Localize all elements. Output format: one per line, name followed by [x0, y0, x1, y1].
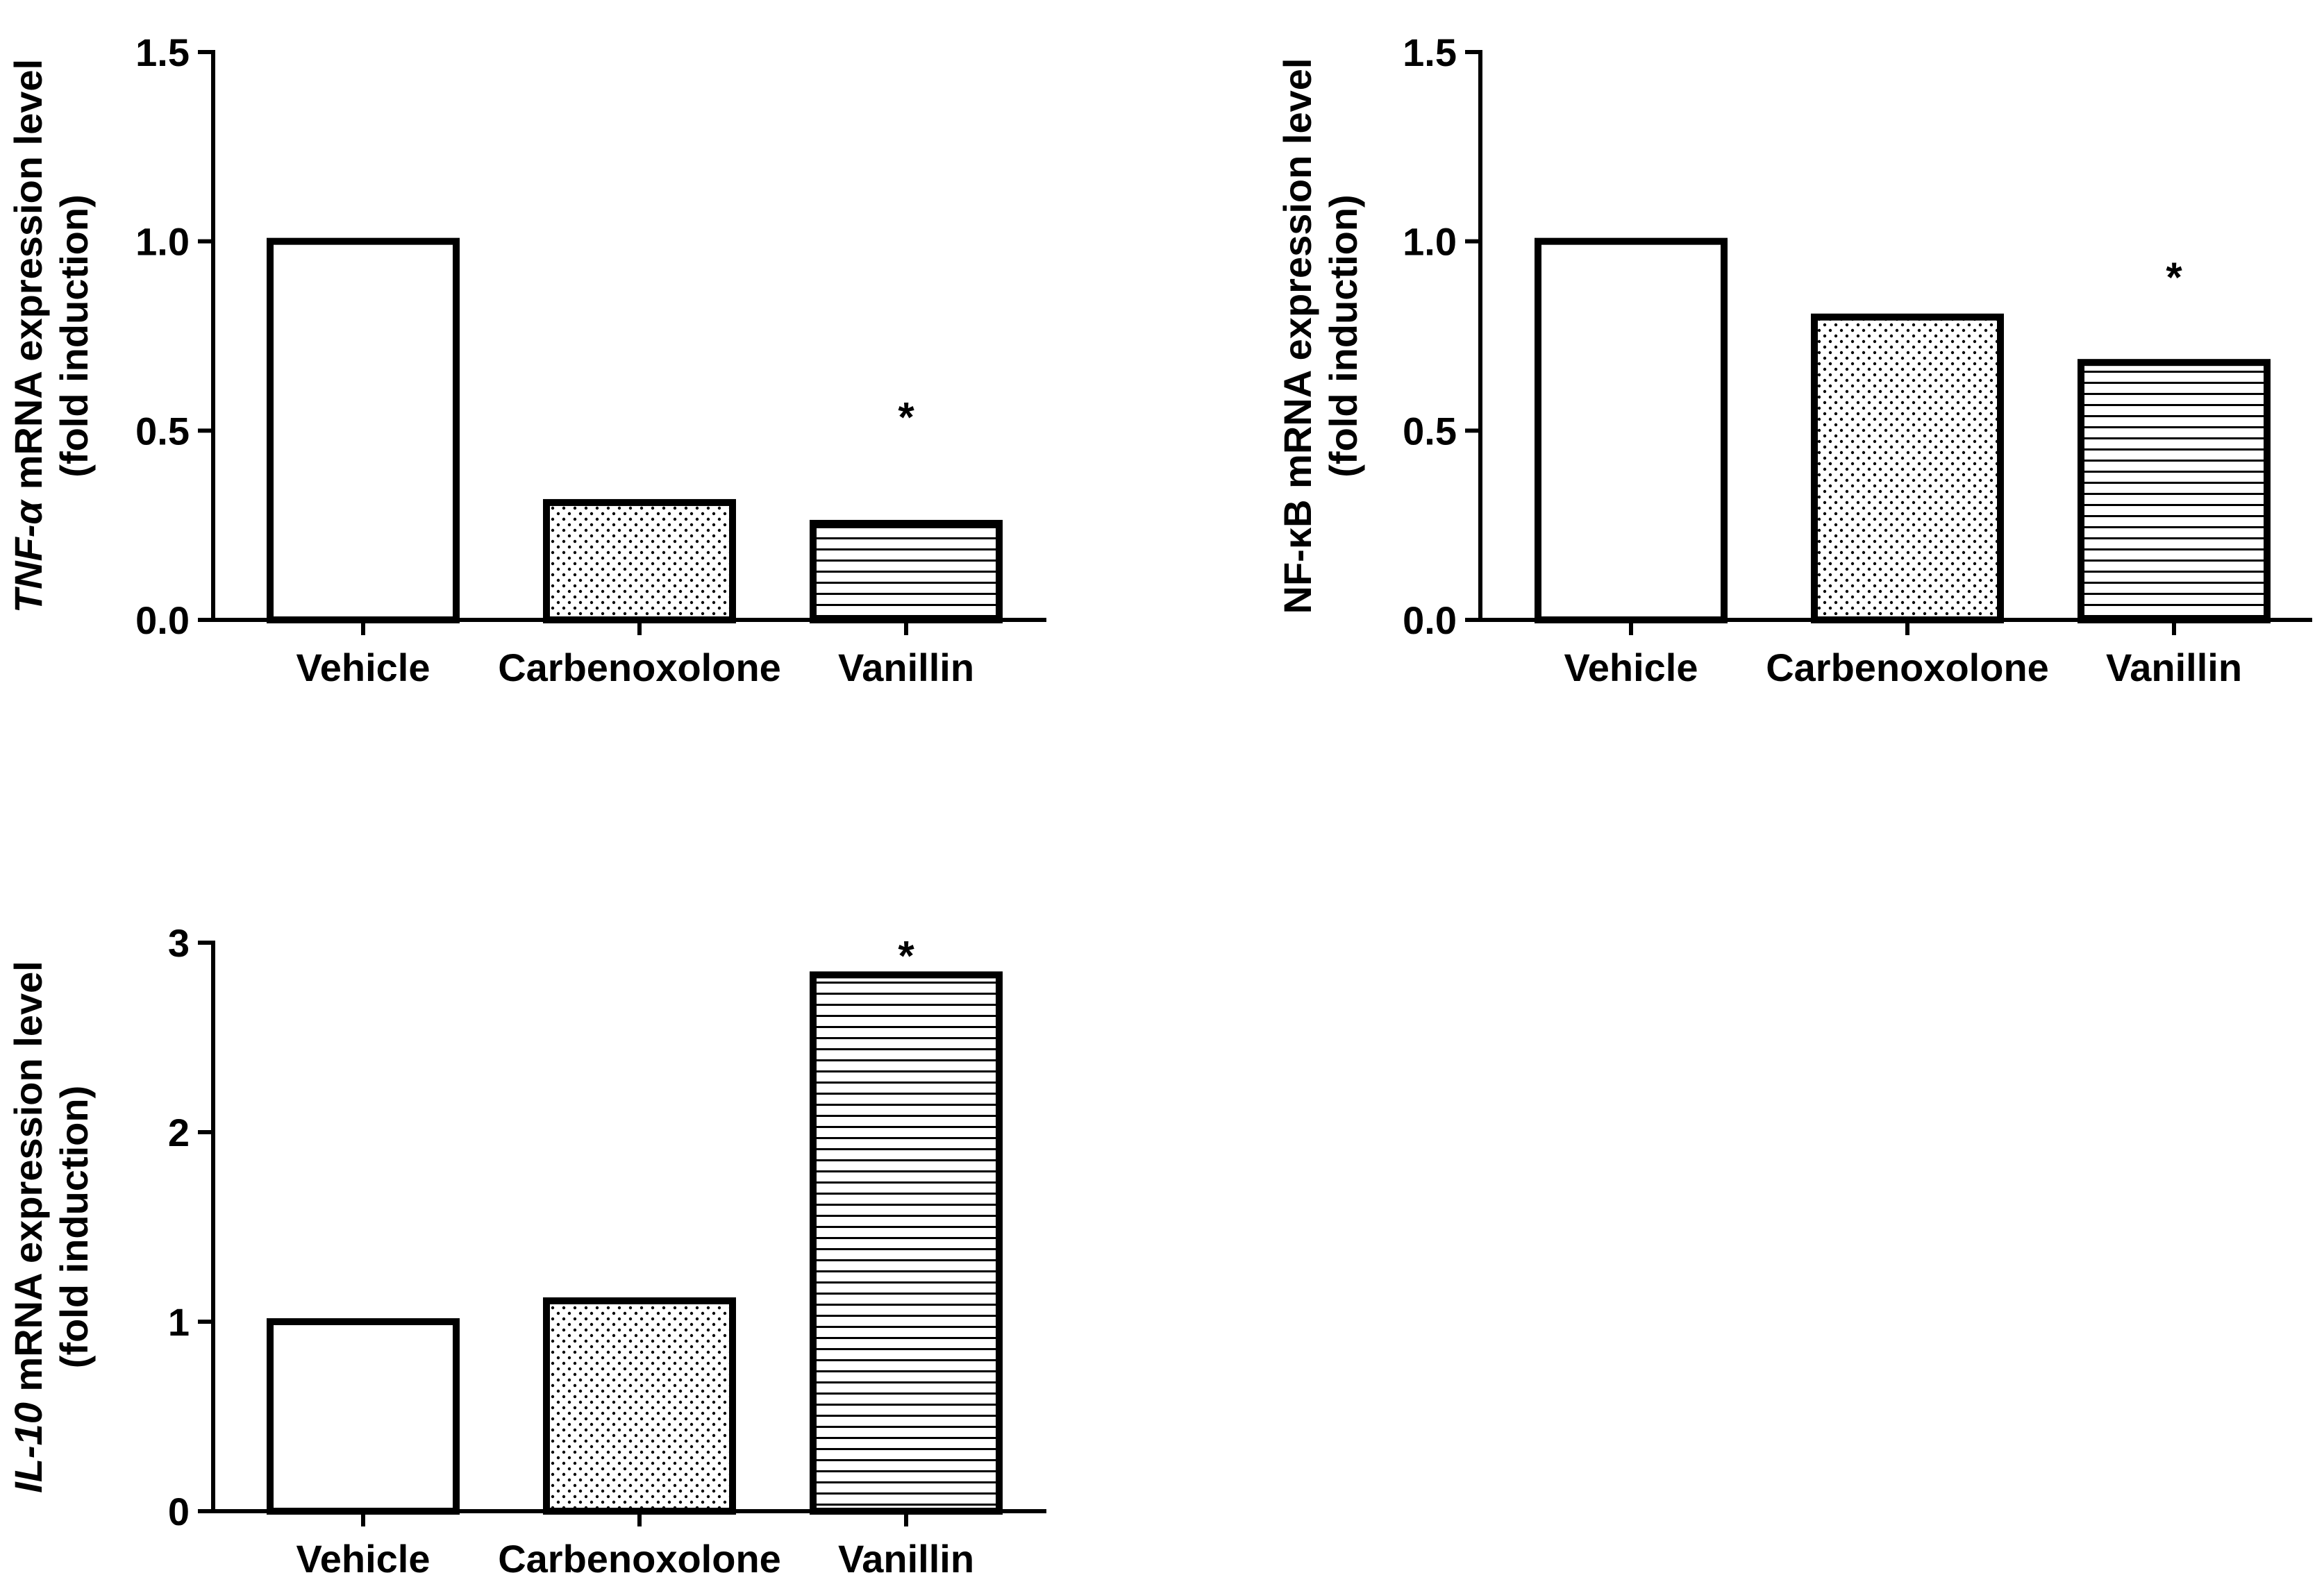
chart-il-10: 0 1 2 3 Vehicle Carbenoxolone Vanillin * IL-10 m… — [6, 921, 1046, 1581]
bar-vanillin — [810, 519, 1003, 623]
y-axis-label-line2: (fold induction) — [1321, 194, 1365, 477]
y-tick-label: 0 — [168, 1490, 190, 1533]
y-tick-label: 0.0 — [1403, 598, 1457, 642]
y-tick-label: 2 — [168, 1111, 190, 1154]
x-tick-label: Vehicle — [296, 646, 430, 689]
x-tick-label: Carbenoxolone — [498, 1537, 781, 1581]
bar-vehicle — [267, 1318, 460, 1515]
y-tick-label: 0.5 — [135, 409, 190, 453]
x-tick-label: Carbenoxolone — [1766, 646, 2049, 689]
y-tick-label: 0.5 — [1403, 409, 1457, 453]
chart-nf-kb: 0.0 0.5 1.0 1.5 Vehicle Carbenoxolone Vanillin… — [1276, 31, 2312, 689]
bar-vehicle — [267, 237, 460, 623]
x-tick-label: Vanillin — [838, 1537, 974, 1581]
x-tick-label: Vehicle — [1564, 646, 1698, 689]
significance-marker: * — [898, 394, 914, 441]
y-tick-label: 1.5 — [1403, 31, 1457, 74]
y-tick-label: 1.0 — [135, 220, 190, 264]
bar-vehicle — [1535, 237, 1728, 623]
y-tick-label: 1.0 — [1403, 220, 1457, 264]
chart-tnf-alpha: 0.0 0.5 1.0 1.5 Vehicle Carbenoxolone Vanillin… — [6, 31, 1046, 689]
bar-vanillin — [810, 971, 1003, 1515]
y-axis-label-line2: (fold induction) — [52, 194, 96, 477]
y-tick-label: 3 — [168, 921, 190, 965]
y-axis-label-line2: (fold induction) — [52, 1086, 96, 1368]
bar-vanillin — [2078, 359, 2271, 623]
x-tick-label: Vanillin — [2106, 646, 2242, 689]
x-tick-label: Carbenoxolone — [498, 646, 781, 689]
significance-marker: * — [2166, 254, 2182, 301]
y-axis-label: TNF-α mRNA expression level — [6, 59, 50, 613]
y-axis-label: IL-10 mRNA expression level — [6, 961, 50, 1493]
x-tick-label: Vehicle — [296, 1537, 430, 1581]
x-tick-label: Vanillin — [838, 646, 974, 689]
bar-carbenoxolone — [1811, 313, 2004, 623]
y-tick-label: 1 — [168, 1300, 190, 1344]
bar-carbenoxolone — [543, 1297, 736, 1515]
significance-marker: * — [898, 932, 914, 979]
y-tick-label: 1.5 — [135, 31, 190, 74]
y-tick-label: 0.0 — [135, 598, 190, 642]
bar-carbenoxolone — [543, 498, 736, 623]
y-axis-label: NF-κB mRNA expression level — [1276, 58, 1319, 614]
